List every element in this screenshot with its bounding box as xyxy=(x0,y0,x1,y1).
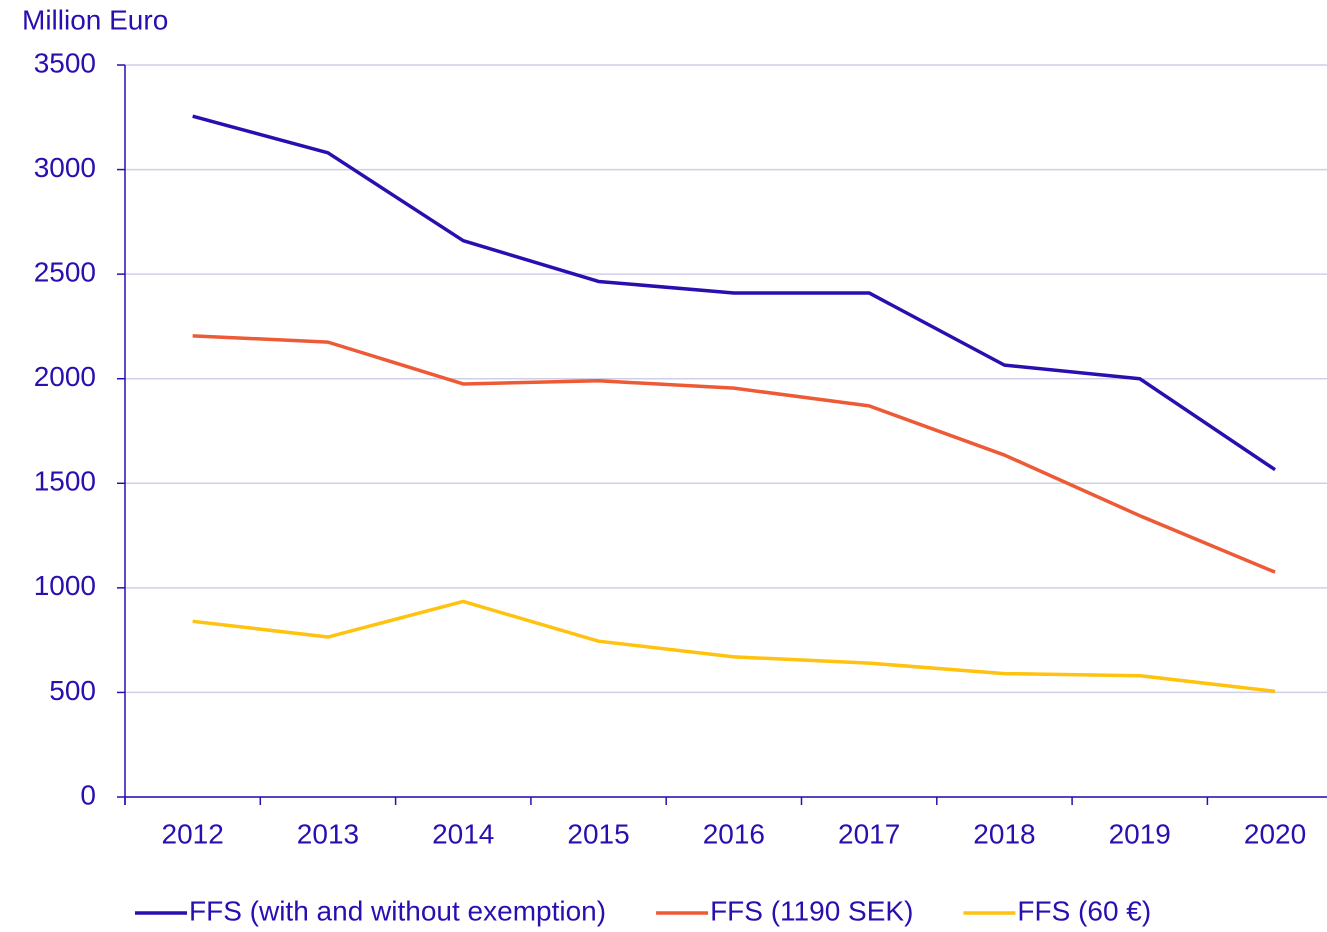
y-tick-label: 1000 xyxy=(34,570,96,601)
x-tick-label: 2017 xyxy=(838,818,900,849)
y-tick-label: 1500 xyxy=(34,466,96,497)
x-tick-label: 2012 xyxy=(162,818,224,849)
legend-label: FFS (1190 SEK) xyxy=(710,895,913,926)
x-tick-label: 2016 xyxy=(703,818,765,849)
y-tick-label: 0 xyxy=(80,779,96,810)
y-tick-label: 3500 xyxy=(34,47,96,78)
legend-label: FFS (60 €) xyxy=(1017,895,1151,926)
x-tick-label: 2019 xyxy=(1109,818,1171,849)
series-line xyxy=(192,334,1276,574)
series-line xyxy=(192,599,1276,694)
x-tick-label: 2015 xyxy=(567,818,629,849)
x-tick-label: 2014 xyxy=(432,818,494,849)
y-tick-label: 2500 xyxy=(34,257,96,288)
x-tick-label: 2020 xyxy=(1244,818,1306,849)
x-tick-label: 2013 xyxy=(297,818,359,849)
series-line xyxy=(192,114,1277,472)
y-axis-label: Million Euro xyxy=(22,4,168,35)
y-tick-label: 500 xyxy=(49,675,96,706)
y-tick-label: 3000 xyxy=(34,152,96,183)
x-tick-label: 2018 xyxy=(973,818,1035,849)
legend-label: FFS (with and without exemption) xyxy=(189,895,606,926)
y-tick-label: 2000 xyxy=(34,361,96,392)
